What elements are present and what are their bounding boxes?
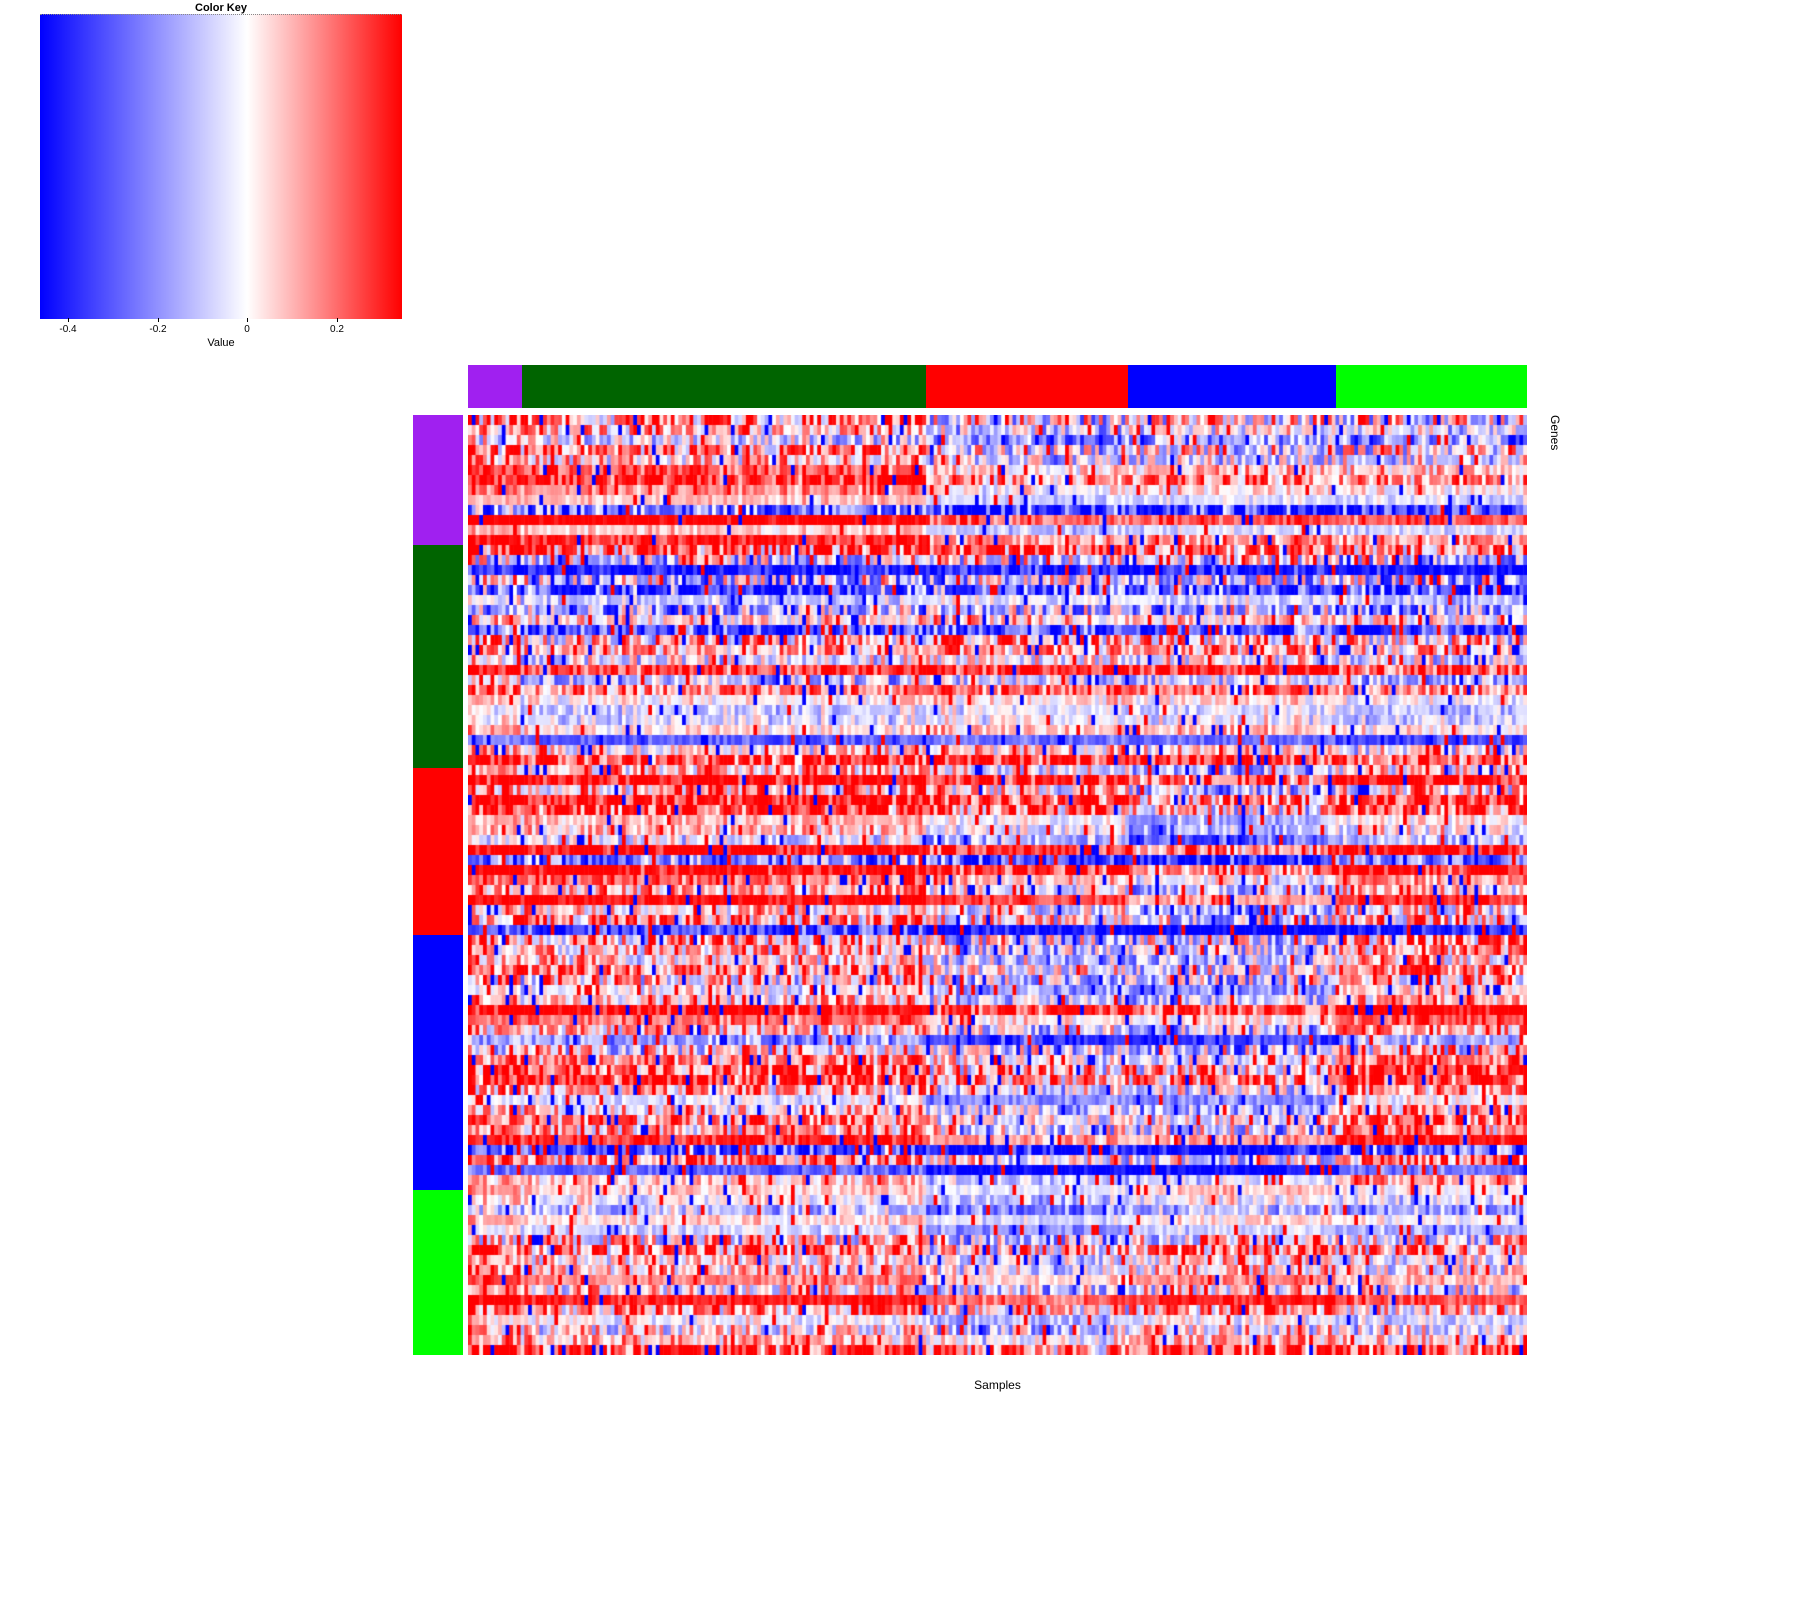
row-group-band xyxy=(413,767,463,935)
row-group-band xyxy=(413,934,463,1190)
color-key-tick xyxy=(68,318,69,322)
row-groups-bar xyxy=(413,415,463,1355)
color-key-title: Color Key xyxy=(195,2,247,14)
color-key-gradient xyxy=(40,14,402,319)
col-group-band xyxy=(522,365,926,408)
color-key-tick xyxy=(337,318,338,322)
color-key-tick xyxy=(158,318,159,322)
color-key-tick-label: 0.2 xyxy=(330,324,344,335)
x-axis-label: Samples xyxy=(974,1378,1021,1392)
col-group-band xyxy=(925,365,1128,408)
color-key-tick-label: -0.4 xyxy=(59,324,77,335)
row-group-band xyxy=(413,544,463,768)
heatmap-canvas xyxy=(468,415,1527,1355)
color-key-tick-label: 0 xyxy=(244,324,250,335)
y-axis-label: Genes xyxy=(1548,415,1562,451)
col-groups-bar xyxy=(468,365,1528,408)
row-group-band xyxy=(413,1189,463,1355)
row-group-band xyxy=(413,415,463,545)
color-key-tick xyxy=(247,318,248,322)
col-group-band xyxy=(468,365,523,408)
col-group-band xyxy=(1127,365,1337,408)
color-key-tick-label: -0.2 xyxy=(149,324,167,335)
col-group-band xyxy=(1336,365,1528,408)
color-key-axis-label: Value xyxy=(207,337,235,349)
